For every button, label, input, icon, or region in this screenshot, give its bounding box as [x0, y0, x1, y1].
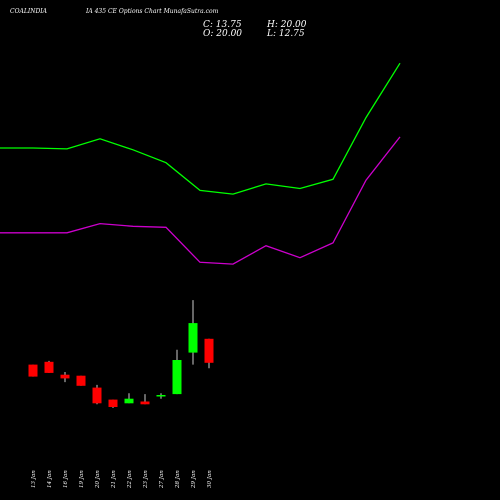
candle	[28, 364, 38, 377]
x-tick-label: 22 Jan	[127, 470, 133, 489]
candle	[172, 349, 182, 395]
candle-body	[76, 375, 86, 386]
x-tick-label: 28 Jan	[175, 470, 181, 489]
candle	[76, 375, 86, 386]
close-value: C: 13.75	[203, 20, 242, 30]
candle	[60, 372, 70, 383]
candle-body	[188, 323, 198, 353]
symbol-label: COALINDIA	[10, 8, 47, 15]
x-tick-label: 23 Jan	[143, 470, 149, 489]
lower-band-line	[0, 136, 401, 265]
candle	[156, 393, 166, 399]
x-tick-label: 27 Jan	[159, 470, 165, 489]
candle-body	[172, 360, 182, 395]
candle	[140, 394, 150, 405]
x-tick-label: 19 Jan	[79, 470, 85, 488]
x-tick-label: 16 Jan	[63, 470, 69, 488]
open-value: O: 20.00	[203, 29, 243, 39]
candle-body	[60, 374, 70, 379]
candle-body	[140, 401, 150, 405]
candle-body	[108, 399, 118, 407]
x-tick-label: 14 Jan	[47, 470, 53, 488]
upper-band-line	[0, 62, 401, 195]
candle-body	[92, 387, 102, 404]
candle	[92, 384, 102, 405]
candle	[108, 399, 118, 408]
candle-body	[156, 395, 166, 397]
candlesticks	[28, 300, 214, 408]
x-tick-label: 13 Jan	[31, 470, 37, 488]
chart-title: IA 435 CE Options Chart MunafaSutra.com	[86, 8, 219, 15]
high-value: H: 20.00	[267, 20, 307, 30]
x-axis-labels: 13 Jan 14 Jan 16 Jan 19 Jan 20 Jan 21 Jan 22 J…	[31, 470, 213, 489]
x-tick-label: 29 Jan	[191, 470, 197, 489]
x-tick-label: 30 Jan	[207, 470, 213, 488]
candle-body	[124, 398, 134, 404]
band-lines	[0, 62, 401, 265]
low-value: L: 12.75	[267, 29, 305, 39]
candle	[204, 338, 214, 369]
candle	[188, 300, 198, 365]
candle	[124, 393, 134, 404]
candle-body	[44, 361, 54, 373]
candle	[44, 360, 54, 373]
x-tick-label: 21 Jan	[111, 470, 117, 489]
x-tick-label: 20 Jan	[95, 470, 101, 489]
candle-body	[204, 338, 214, 363]
candle-body	[28, 364, 38, 377]
